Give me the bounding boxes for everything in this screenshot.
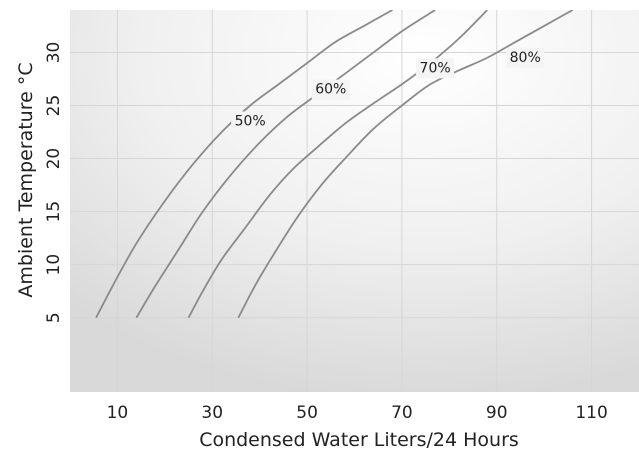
curve-label-background	[231, 111, 270, 132]
curve-label: 80%	[510, 50, 541, 66]
y-tick-label: 5	[44, 312, 64, 323]
grid	[70, 10, 639, 392]
x-tick-label: 30	[201, 403, 223, 423]
curve-label: 70%	[420, 60, 451, 76]
y-axis-ticks: 5 10 15 20 25 30	[44, 42, 64, 324]
curve-labels: 50% 60% 70% 80%	[231, 47, 545, 132]
y-tick-label: 20	[44, 148, 64, 170]
y-tick-label: 25	[44, 95, 64, 117]
curve-label: 60%	[315, 82, 346, 98]
curve-label-background	[506, 47, 545, 68]
y-tick-label: 30	[44, 42, 64, 64]
x-tick-label: 10	[107, 403, 129, 423]
x-tick-label: 110	[575, 403, 607, 423]
y-tick-label: 10	[44, 254, 64, 276]
x-axis-ticks: 10 30 50 70 90 110	[107, 403, 608, 423]
humidity-curve-80	[237, 10, 574, 319]
x-tick-label: 70	[391, 403, 413, 423]
curve-label-background	[416, 58, 455, 79]
curve-label: 50%	[235, 113, 266, 129]
x-axis-title: Condensed Water Liters/24 Hours	[199, 429, 519, 450]
y-tick-label: 15	[44, 201, 64, 223]
x-tick-label: 50	[296, 403, 318, 423]
y-axis-title: Ambient Temperature °C	[15, 62, 37, 297]
humidity-curve-60	[135, 10, 436, 319]
x-tick-label: 90	[486, 403, 508, 423]
curve-label-background	[311, 79, 350, 100]
